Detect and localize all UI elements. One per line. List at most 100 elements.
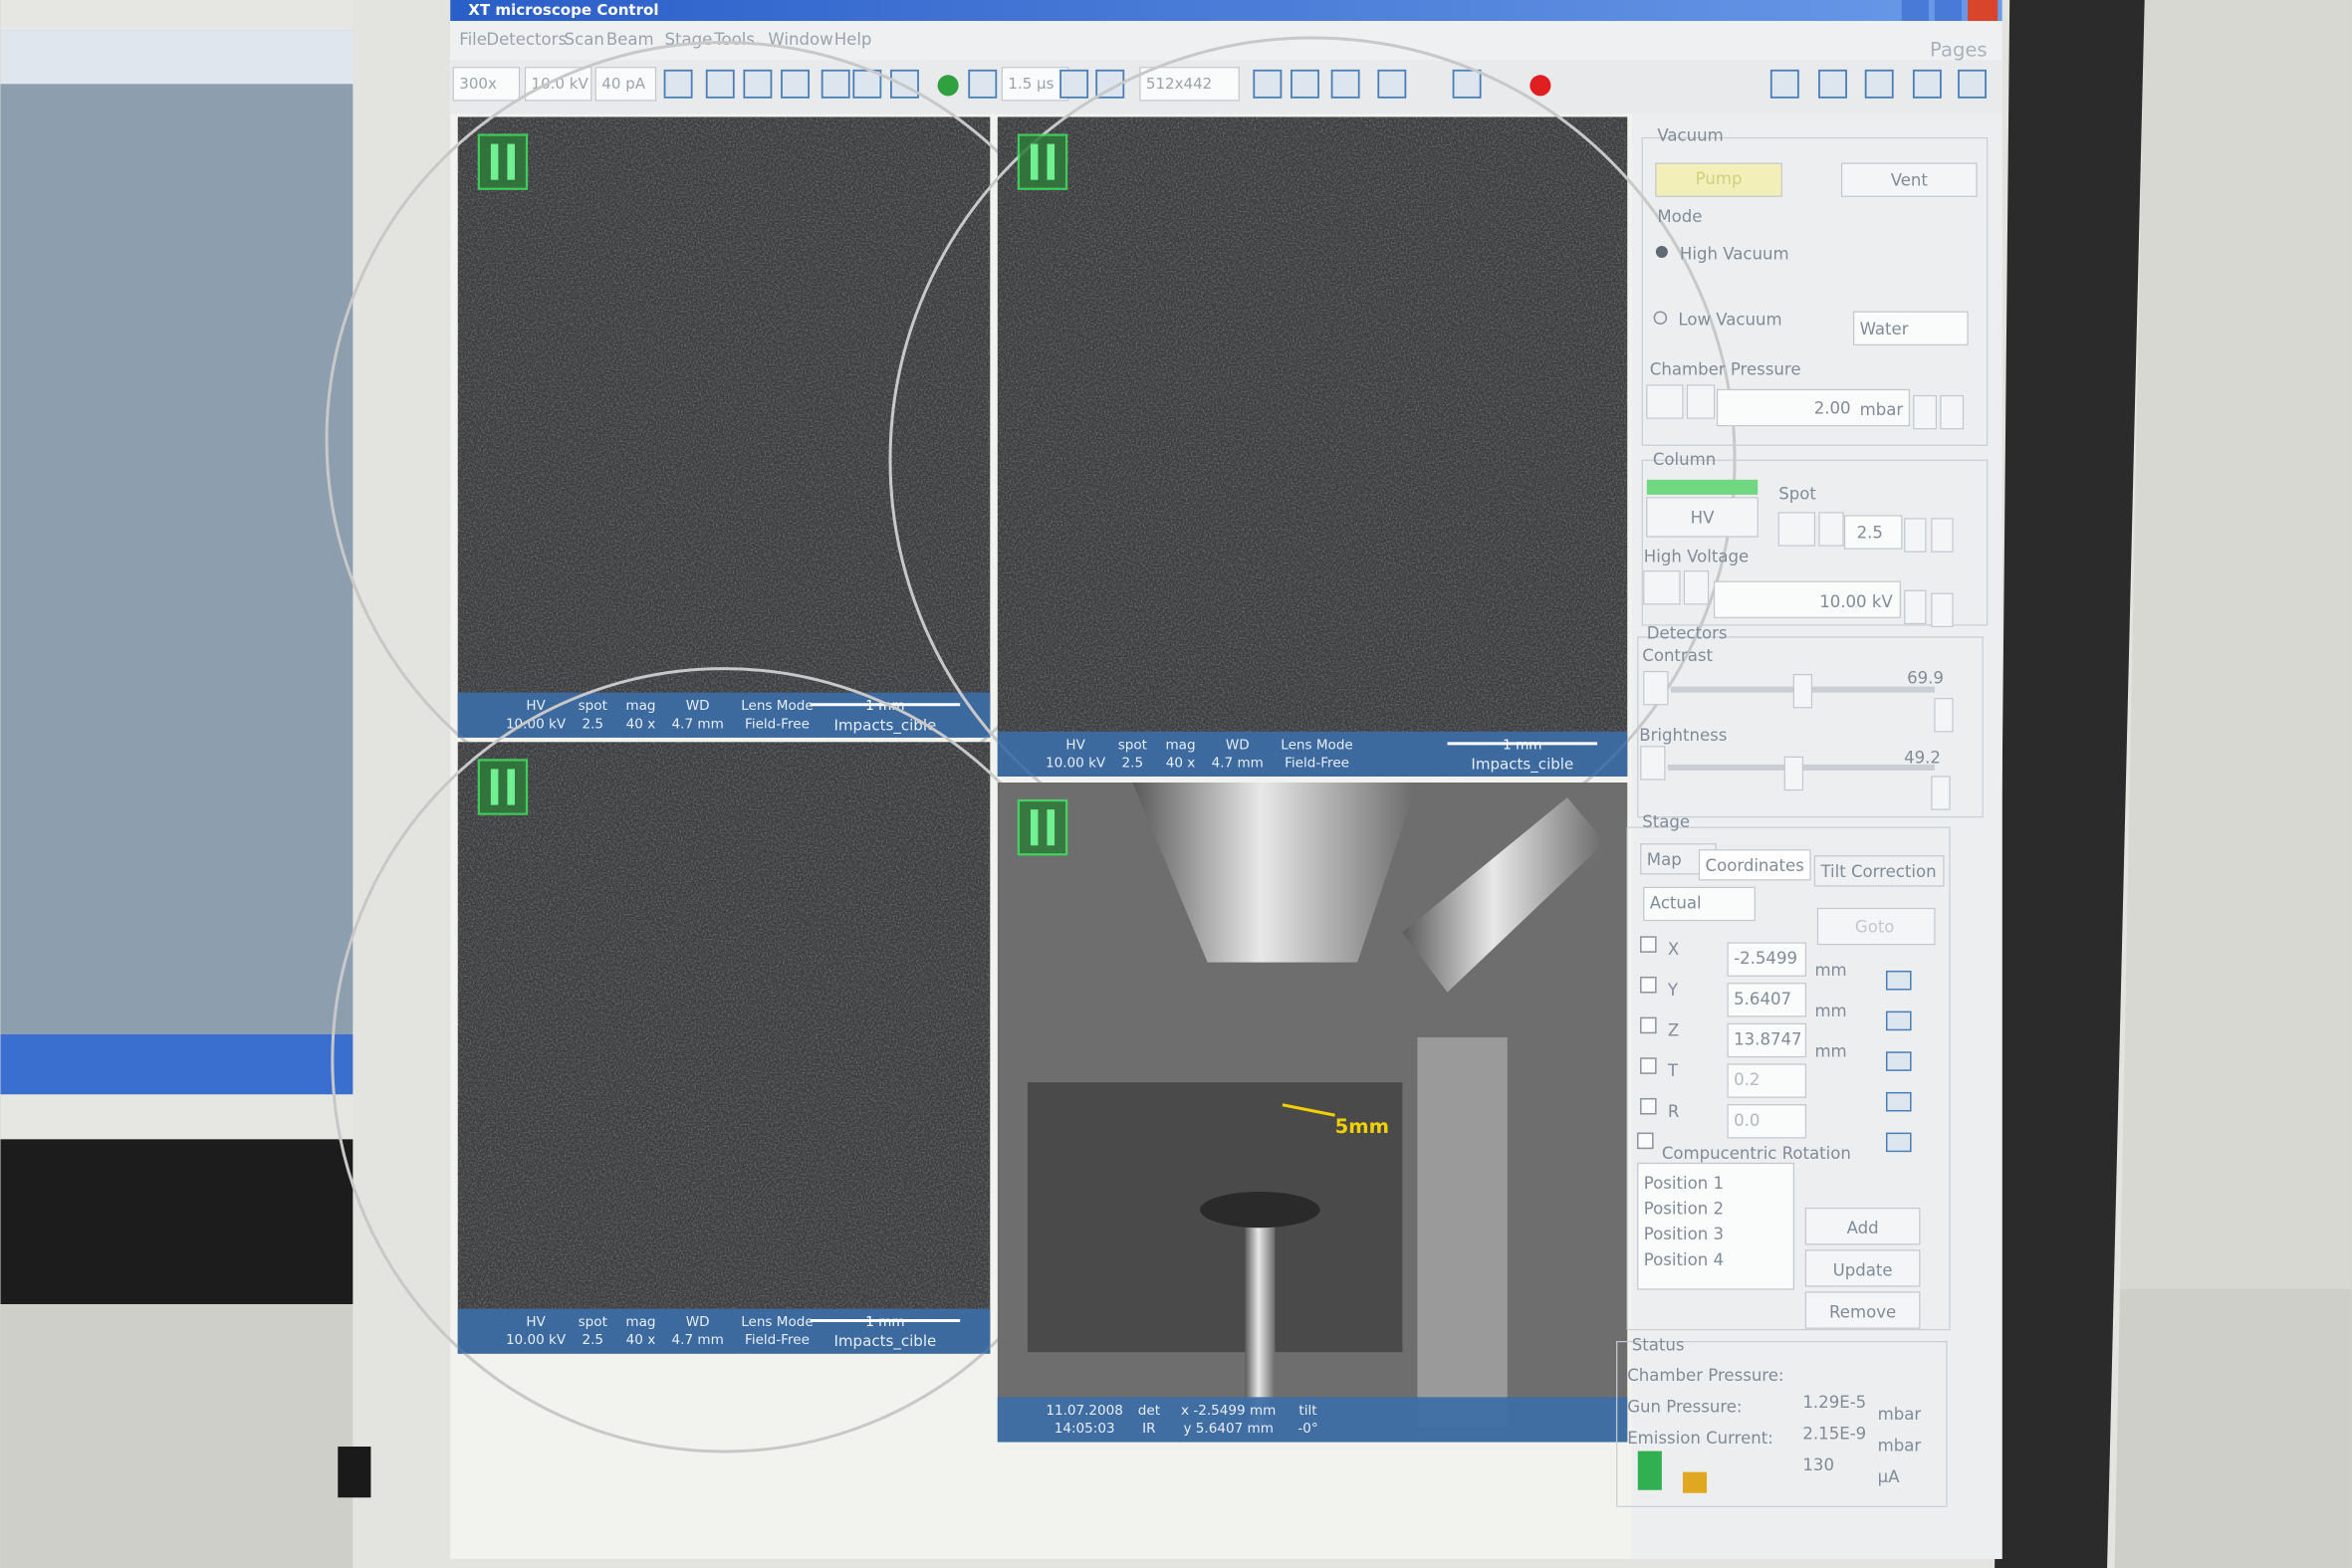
- hv-field[interactable]: [1713, 580, 1901, 618]
- minus-button[interactable]: [1904, 518, 1927, 553]
- step-button[interactable]: [1646, 384, 1684, 419]
- info-value: Field-Free: [745, 716, 810, 732]
- close-button[interactable]: [1968, 0, 1999, 22]
- axis-checkbox[interactable]: [1640, 1016, 1657, 1034]
- pause-indicator[interactable]: [477, 133, 529, 190]
- toolbar-button[interactable]: [1377, 69, 1407, 99]
- pause-bar: [1047, 809, 1056, 846]
- plus-button[interactable]: [1931, 592, 1954, 627]
- toolbar-button[interactable]: [1330, 69, 1360, 99]
- position-list[interactable]: [1637, 1162, 1794, 1290]
- pin-button[interactable]: [1885, 1051, 1912, 1071]
- axis-field[interactable]: [1727, 942, 1807, 977]
- spot-field[interactable]: [1843, 515, 1903, 550]
- axis-field[interactable]: [1727, 1063, 1807, 1098]
- pin-button[interactable]: [1885, 1132, 1912, 1153]
- field-unit: mbar: [1860, 400, 1904, 419]
- toolbar-field[interactable]: [1139, 67, 1240, 102]
- slider-right[interactable]: [1934, 698, 1954, 733]
- minimize-button[interactable]: [1901, 0, 1929, 22]
- pause-indicator[interactable]: [477, 759, 529, 815]
- stage-tab[interactable]: [1813, 855, 1945, 887]
- toolbar-button[interactable]: [890, 69, 919, 99]
- toolbar-button[interactable]: [1529, 75, 1551, 97]
- slider-left[interactable]: [1643, 670, 1669, 706]
- axis-checkbox[interactable]: [1640, 1097, 1657, 1115]
- slider-thumb[interactable]: [1792, 673, 1813, 709]
- info-head: Lens Mode: [741, 1314, 814, 1330]
- toolbar-button[interactable]: [1769, 69, 1799, 99]
- toolbar-button[interactable]: [705, 69, 735, 99]
- pause-indicator[interactable]: [1017, 133, 1068, 190]
- slider-thumb[interactable]: [1783, 756, 1803, 791]
- compucentric-checkbox[interactable]: [1637, 1132, 1654, 1150]
- info-bar: [457, 692, 991, 738]
- pump-button[interactable]: [1655, 162, 1782, 197]
- toolbar-button[interactable]: [937, 75, 959, 97]
- toolbar-button[interactable]: [1958, 69, 1988, 99]
- slider-right[interactable]: [1931, 776, 1951, 810]
- toolbar-button[interactable]: [781, 69, 810, 99]
- info-head: spot: [579, 698, 607, 714]
- toolbar-field[interactable]: [594, 67, 657, 102]
- toolbar-button[interactable]: [663, 69, 693, 99]
- axis-checkbox[interactable]: [1640, 936, 1657, 953]
- step-button[interactable]: [1777, 512, 1816, 547]
- slider-left[interactable]: [1640, 746, 1666, 781]
- tab-label: Map: [1647, 850, 1682, 869]
- toolbar-field[interactable]: [452, 67, 521, 102]
- axis-checkbox[interactable]: [1640, 1057, 1657, 1074]
- pin-button[interactable]: [1885, 1010, 1912, 1031]
- pause-indicator[interactable]: [1017, 798, 1068, 856]
- radio-label: Low Vacuum: [1678, 311, 1781, 330]
- toolbar-button[interactable]: [1912, 69, 1942, 99]
- toolbar-button[interactable]: [1818, 69, 1847, 99]
- plus-button[interactable]: [1931, 518, 1954, 553]
- axis-field[interactable]: [1727, 1022, 1807, 1058]
- toolbar-button[interactable]: [1059, 69, 1089, 99]
- axis-field[interactable]: [1727, 983, 1807, 1017]
- gas-dropdown[interactable]: [1852, 311, 1969, 345]
- status-unit: mbar: [1878, 1405, 1922, 1424]
- toolbar-button[interactable]: [1452, 69, 1482, 99]
- toolbar-field[interactable]: [524, 67, 592, 102]
- toolbar-button[interactable]: [821, 69, 850, 99]
- info-head: HV: [1065, 737, 1085, 753]
- dropdown-button[interactable]: [1686, 384, 1716, 419]
- group-box: [1637, 636, 1984, 818]
- toolbar-button[interactable]: [1253, 69, 1283, 99]
- group-box: [1626, 826, 1951, 1331]
- dropdown-button[interactable]: [1818, 512, 1844, 547]
- radio-selected[interactable]: [1655, 245, 1668, 258]
- dropdown-button[interactable]: [1683, 570, 1710, 605]
- goto-button[interactable]: [1816, 907, 1936, 946]
- coordinate-mode-dropdown[interactable]: [1643, 886, 1756, 922]
- radio[interactable]: [1653, 311, 1668, 325]
- pin-button[interactable]: [1885, 1091, 1912, 1112]
- pressure-field[interactable]: [1716, 388, 1910, 427]
- sem-noise: [997, 116, 1628, 777]
- info-value: y 5.6407 mm: [1183, 1421, 1273, 1437]
- toolbar-button[interactable]: [1864, 69, 1894, 99]
- minus-button[interactable]: [1904, 589, 1927, 624]
- axis-field[interactable]: [1727, 1104, 1807, 1139]
- axis-checkbox[interactable]: [1640, 976, 1657, 994]
- pin-button[interactable]: [1885, 970, 1912, 991]
- toolbar-button[interactable]: [1291, 69, 1319, 99]
- toolbar-button[interactable]: [968, 69, 998, 99]
- stage-button[interactable]: [1804, 1249, 1921, 1287]
- hv-button[interactable]: [1646, 497, 1759, 538]
- slider-value: 69.9: [1907, 669, 1944, 688]
- stage-tab[interactable]: [1698, 849, 1811, 881]
- step-button[interactable]: [1643, 570, 1681, 605]
- toolbar-field[interactable]: [1001, 67, 1069, 102]
- toolbar-button[interactable]: [743, 69, 773, 99]
- stage-button[interactable]: [1804, 1208, 1921, 1245]
- toolbar-button[interactable]: [852, 69, 882, 99]
- stage-button[interactable]: [1804, 1291, 1921, 1329]
- plus-button[interactable]: [1940, 394, 1965, 430]
- minus-button[interactable]: [1913, 394, 1938, 430]
- vent-button[interactable]: [1840, 162, 1978, 197]
- maximize-button[interactable]: [1934, 0, 1963, 22]
- info-head: WD: [1226, 737, 1250, 753]
